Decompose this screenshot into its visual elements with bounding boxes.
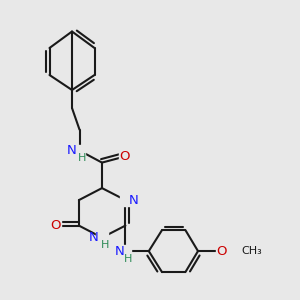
Text: H: H (124, 254, 133, 264)
Bar (226, 245, 244, 257)
Text: O: O (50, 219, 61, 232)
Bar (120, 194, 131, 206)
Text: H: H (78, 153, 86, 163)
Text: O: O (216, 244, 227, 258)
Bar (74, 145, 85, 156)
Text: O: O (119, 150, 130, 163)
Text: CH₃: CH₃ (242, 246, 262, 256)
Bar (216, 245, 227, 257)
Bar (96, 232, 108, 243)
Text: N: N (89, 231, 99, 244)
Text: N: N (115, 244, 124, 258)
Bar (119, 151, 130, 162)
Text: N: N (129, 194, 139, 207)
Bar (50, 220, 61, 231)
Text: N: N (67, 144, 76, 157)
Text: H: H (101, 240, 109, 250)
Bar (120, 245, 131, 257)
